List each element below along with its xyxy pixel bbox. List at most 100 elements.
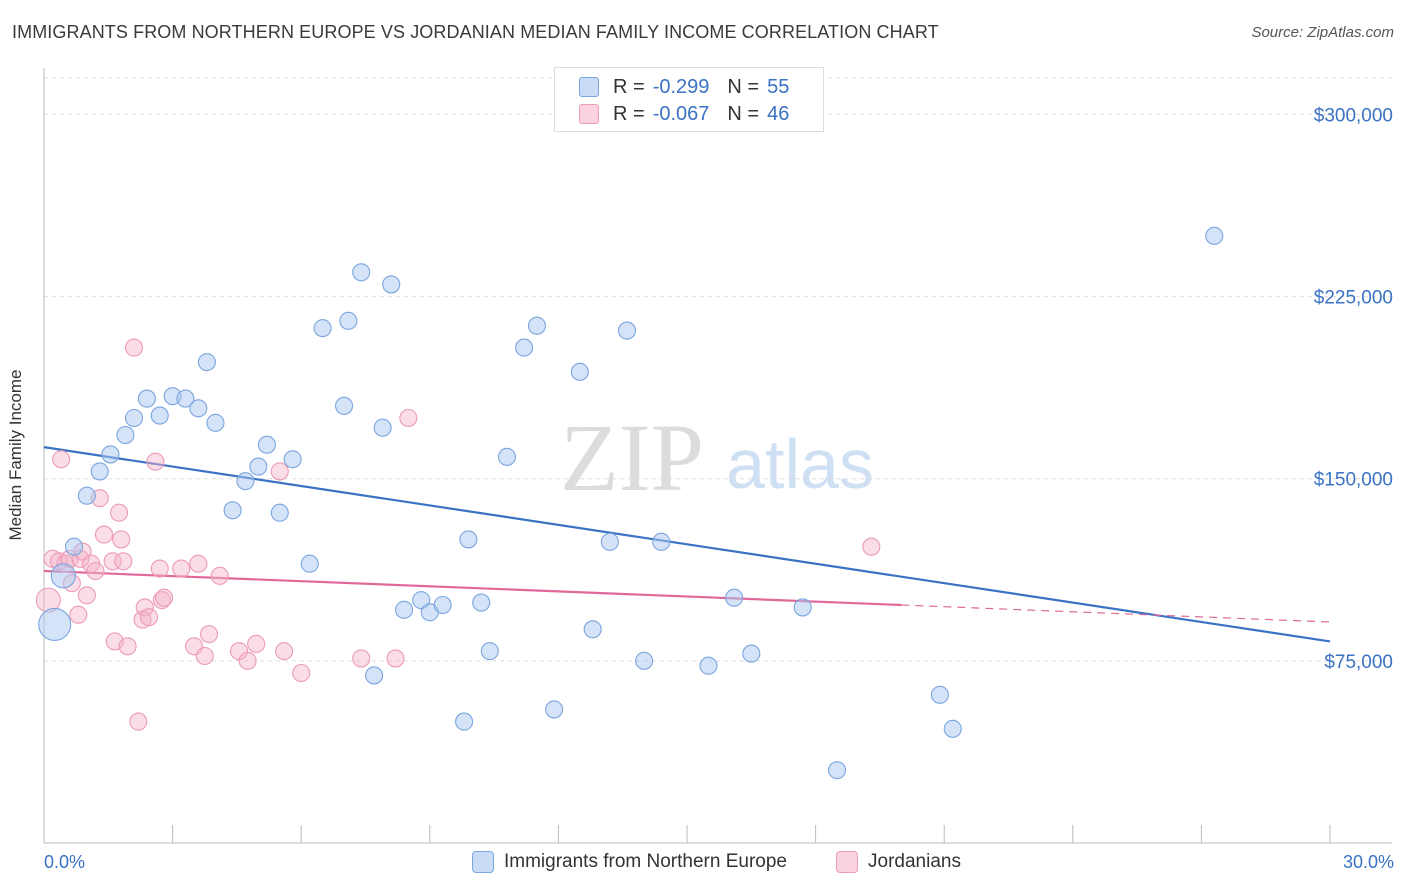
watermark-atlas: atlas xyxy=(726,425,874,503)
point-northern-europe xyxy=(742,644,761,663)
point-northern-europe xyxy=(223,501,242,520)
bottom-legend-label-series1: Immigrants from Northern Europe xyxy=(504,851,787,872)
point-northern-europe xyxy=(124,408,144,428)
point-jordanians xyxy=(114,552,133,571)
watermark: ZIP atlas xyxy=(560,404,874,511)
point-northern-europe xyxy=(236,472,255,491)
point-northern-europe xyxy=(283,450,302,469)
point-jordanians xyxy=(139,608,159,627)
legend-row-series2: R = -0.067 N = 46 xyxy=(579,101,789,127)
point-northern-europe xyxy=(433,595,452,615)
legend-r-value: -0.299 xyxy=(652,75,710,98)
point-northern-europe xyxy=(1205,226,1224,245)
point-jordanians xyxy=(862,537,881,556)
point-northern-europe xyxy=(300,554,319,573)
point-jordanians xyxy=(146,452,165,471)
legend-n-value: 55 xyxy=(767,75,790,98)
point-jordanians xyxy=(52,450,71,469)
point-northern-europe xyxy=(101,445,120,464)
point-northern-europe xyxy=(793,598,812,617)
point-northern-europe xyxy=(497,447,517,466)
point-jordanians xyxy=(152,591,171,610)
correlation-legend: R = -0.299 N = 55 R = -0.067 N = 46 xyxy=(554,67,824,132)
point-jordanians xyxy=(292,663,311,683)
point-jordanians xyxy=(210,566,229,585)
point-northern-europe xyxy=(90,462,109,481)
bottom-legend-series1: Immigrants from Northern Europe xyxy=(472,851,787,873)
point-jordanians xyxy=(129,712,148,731)
point-jordanians xyxy=(195,646,214,666)
gridlines xyxy=(44,77,1392,662)
point-northern-europe xyxy=(116,425,135,445)
point-northern-europe xyxy=(137,389,156,408)
point-northern-europe xyxy=(459,530,478,549)
trend-lines xyxy=(43,446,1331,643)
point-jordanians xyxy=(118,637,137,656)
legend-swatch-pink xyxy=(579,104,599,124)
point-jordanians xyxy=(199,625,219,644)
point-jordanians xyxy=(135,598,154,617)
legend-n-label: N = xyxy=(727,102,760,125)
point-northern-europe xyxy=(64,537,84,556)
y-axis-label: Median Family Income xyxy=(6,369,25,541)
point-northern-europe xyxy=(725,588,744,607)
point-northern-europe xyxy=(257,435,276,454)
point-northern-europe xyxy=(339,311,358,330)
point-northern-europe xyxy=(197,353,216,372)
point-northern-europe xyxy=(652,532,671,551)
point-jordanians xyxy=(172,559,191,578)
point-jordanians xyxy=(352,649,371,668)
point-northern-europe xyxy=(472,593,491,612)
legend-n-label: N = xyxy=(727,75,760,98)
point-northern-europe xyxy=(395,600,414,619)
point-jordanians xyxy=(270,462,289,481)
point-northern-europe xyxy=(699,656,718,675)
point-northern-europe xyxy=(50,563,76,589)
point-northern-europe xyxy=(617,321,637,340)
point-northern-europe xyxy=(635,651,654,670)
point-jordanians xyxy=(150,559,169,578)
point-northern-europe xyxy=(270,503,289,522)
point-northern-europe xyxy=(249,457,268,476)
point-northern-europe xyxy=(545,700,564,719)
point-jordanians xyxy=(238,651,257,670)
point-jordanians xyxy=(247,634,266,653)
x-tick-label-min: 0.0% xyxy=(44,852,86,872)
trend-line-jordanians-extension xyxy=(901,604,1331,623)
y-tick-label: $225,000 xyxy=(1314,288,1393,309)
point-jordanians xyxy=(124,338,144,357)
point-jordanians xyxy=(154,588,174,607)
point-jordanians xyxy=(386,649,405,668)
point-jordanians xyxy=(103,552,122,571)
point-jordanians xyxy=(112,530,131,549)
source-note: Source: ZipAtlas.com xyxy=(1251,24,1394,41)
point-northern-europe xyxy=(313,319,332,338)
point-northern-europe xyxy=(352,263,371,282)
legend-r-value: -0.067 xyxy=(652,102,710,125)
bottom-legend-swatch-blue xyxy=(472,851,494,873)
point-northern-europe xyxy=(365,666,384,685)
point-northern-europe xyxy=(382,275,401,294)
axes xyxy=(43,68,1392,844)
point-northern-europe xyxy=(150,406,169,425)
bottom-legend-swatch-pink xyxy=(836,851,858,873)
point-northern-europe xyxy=(480,642,499,661)
point-jordanians xyxy=(69,605,88,624)
point-northern-europe xyxy=(943,719,962,738)
point-jordanians xyxy=(77,586,96,605)
y-tick-label: $75,000 xyxy=(1324,652,1393,673)
x-tick-label-max: 30.0% xyxy=(1342,852,1394,872)
point-jordanians xyxy=(86,561,105,581)
legend-n-value: 46 xyxy=(767,102,790,125)
point-northern-europe xyxy=(515,338,534,357)
point-jordanians xyxy=(399,408,418,428)
point-northern-europe xyxy=(38,607,72,641)
point-jordanians xyxy=(189,554,208,573)
trend-line-jordanians xyxy=(43,569,902,607)
trend-line-northern-europe xyxy=(43,446,1331,643)
point-northern-europe xyxy=(827,761,847,780)
legend-r-label: R = xyxy=(613,75,645,98)
point-northern-europe xyxy=(583,620,602,639)
y-tick-label: $300,000 xyxy=(1314,105,1393,126)
